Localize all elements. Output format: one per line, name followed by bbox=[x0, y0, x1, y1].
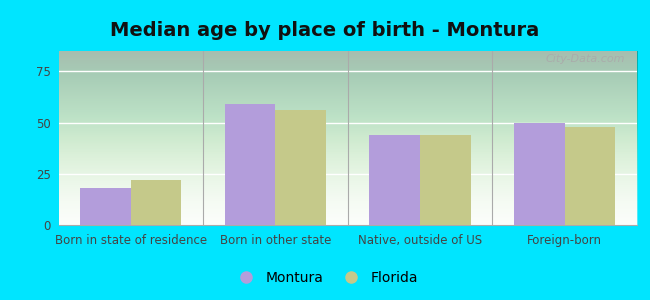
Bar bbox=[514, 123, 565, 225]
Bar bbox=[369, 135, 420, 225]
Bar bbox=[131, 180, 181, 225]
Bar bbox=[225, 104, 276, 225]
Bar bbox=[565, 127, 616, 225]
Bar bbox=[80, 188, 131, 225]
Legend: Montura, Florida: Montura, Florida bbox=[226, 265, 424, 290]
Bar bbox=[420, 135, 471, 225]
Bar bbox=[276, 110, 326, 225]
Text: Median age by place of birth - Montura: Median age by place of birth - Montura bbox=[111, 21, 540, 40]
Text: City-Data.com: City-Data.com bbox=[546, 55, 625, 64]
